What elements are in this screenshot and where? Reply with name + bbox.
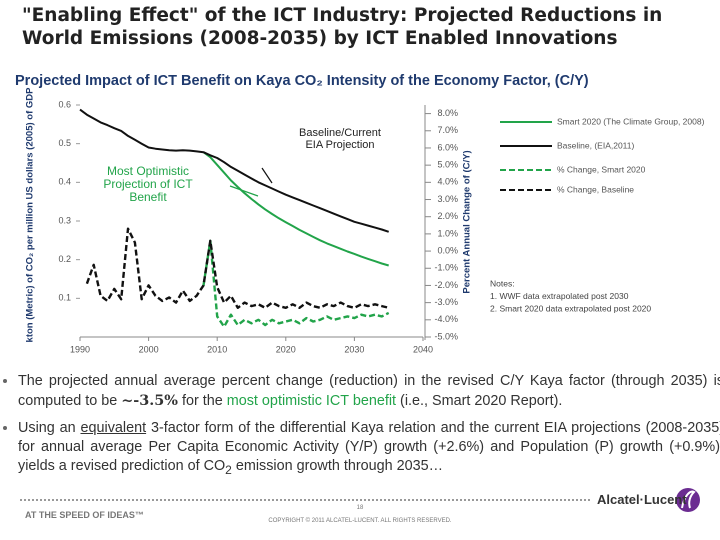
text: ~-3.5% <box>121 392 178 409</box>
chart-title: Projected Impact of ICT Benefit on Kaya … <box>15 73 589 89</box>
note: 1. WWF data extrapolated post 2030 <box>490 291 629 301</box>
text: 2 <box>225 462 232 477</box>
y2-tick-label: -1.0% <box>434 263 458 273</box>
y2-tick-label: 1.0% <box>437 228 458 238</box>
x-tick-label: 2000 <box>139 344 159 354</box>
slide-title: "Enabling Effect" of the ICT Industry: P… <box>22 5 663 49</box>
tagline: AT THE SPEED OF IDEAS™ <box>25 510 144 520</box>
series-line <box>202 151 389 267</box>
series-line <box>85 227 389 309</box>
note: 2. Smart 2020 data extrapolated post 202… <box>490 303 651 313</box>
y2-tick-label: 5.0% <box>437 160 458 170</box>
y2-tick-label: 6.0% <box>437 142 458 152</box>
annotation-arrow <box>261 167 273 184</box>
page-number: 18 <box>356 505 364 511</box>
y2-axis-label: Percent Annual Change of (C/Y) <box>462 150 473 293</box>
text: 3-factor form of the differential Kaya r… <box>18 420 720 474</box>
annotation: Baseline/Current EIA Projection <box>299 127 381 151</box>
series-line <box>202 239 390 328</box>
bullet-list: The projected annual average percent cha… <box>0 372 720 488</box>
text: Using an <box>18 420 81 436</box>
annotation: Most Optimistic Projection of ICT Benefi… <box>103 164 193 204</box>
text: equivalent <box>80 420 147 436</box>
text: most optimistic ICT benefit <box>226 393 397 409</box>
y2-tick-label: 7.0% <box>437 125 458 135</box>
logo: Alcatel·Lucent <box>597 492 687 507</box>
legend-label: Smart 2020 (The Climate Group, 2008) <box>557 116 705 126</box>
y-tick-label: 0.4 <box>58 177 71 187</box>
y-tick-label: 0.3 <box>58 215 71 225</box>
legend-label: Baseline, (EIA,2011) <box>557 140 634 150</box>
y2-tick-label: 3.0% <box>437 194 458 204</box>
copyright: COPYRIGHT © 2011 ALCATEL-LUCENT. ALL RIG… <box>268 518 452 524</box>
y2-tick-label: 0.0% <box>437 245 458 255</box>
x-tick-label: 2010 <box>207 344 227 354</box>
y2-tick-label: 8.0% <box>437 108 458 118</box>
x-tick-label: 1990 <box>70 344 90 354</box>
legend-label: % Change, Smart 2020 <box>557 164 646 174</box>
legend-label: % Change, Baseline <box>557 184 634 194</box>
x-tick-label: 2020 <box>276 344 296 354</box>
bullet: The projected annual average percent cha… <box>18 372 720 411</box>
y-tick-label: 0.5 <box>58 138 71 148</box>
x-tick-label: 2030 <box>344 344 364 354</box>
y-axis-label: kton (Metric) of CO₂ per million US doll… <box>25 87 36 343</box>
text: (i.e., Smart 2020 Report). <box>396 393 563 409</box>
logo-glyph <box>681 490 696 509</box>
series-line <box>79 108 390 233</box>
y-tick-label: 0.1 <box>58 293 71 303</box>
y2-tick-label: 2.0% <box>437 211 458 221</box>
y2-tick-label: -2.0% <box>434 280 458 290</box>
bullet: Using an equivalent 3-factor form of the… <box>18 419 720 480</box>
y2-tick-label: -4.0% <box>434 314 458 324</box>
text: emission growth through 2035… <box>231 458 444 474</box>
annotation-arrow <box>229 185 259 197</box>
text: for the <box>177 393 227 409</box>
y-tick-label: 0.2 <box>58 254 71 264</box>
y-tick-label: 0.6 <box>58 99 71 109</box>
y2-tick-label: -3.0% <box>434 297 458 307</box>
note: Notes: <box>490 278 515 288</box>
y2-tick-label: 4.0% <box>437 177 458 187</box>
x-tick-label: 2040 <box>413 344 433 354</box>
y2-tick-label: -5.0% <box>434 331 458 341</box>
text: The projected annual average percent cha… <box>18 373 720 409</box>
